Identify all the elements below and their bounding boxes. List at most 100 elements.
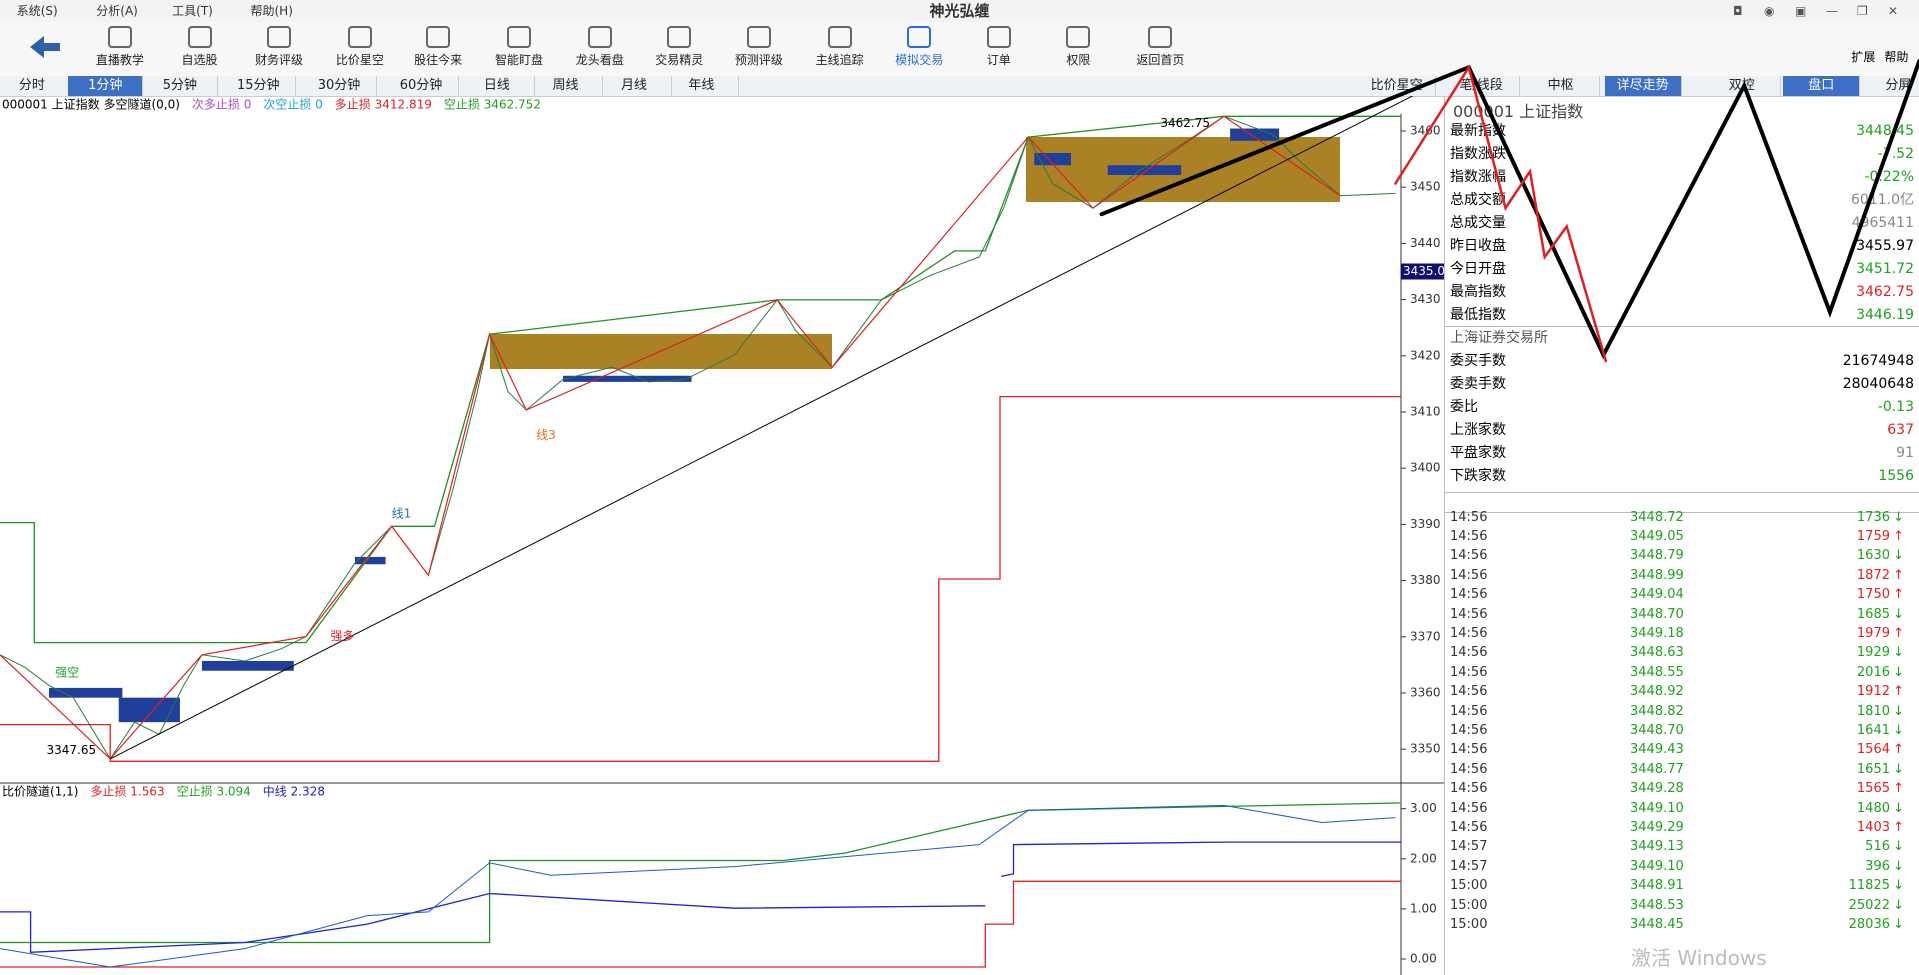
trade-time: 14:56 <box>1450 567 1488 583</box>
trade-time: 14:56 <box>1450 781 1488 797</box>
period-tab[interactable]: 周线 <box>528 76 604 96</box>
period-tab[interactable]: 30分钟 <box>302 76 378 96</box>
chart-header-item: 000001 上证指数 多空隧道(0,0) <box>2 97 180 112</box>
trade-time: 14:56 <box>1450 528 1488 544</box>
trade-price: 3449.10 <box>1630 858 1684 874</box>
toolbar-label: 自选股 <box>181 53 218 67</box>
panel-tab[interactable]: 分屏 <box>1860 76 1919 96</box>
toolbar-button[interactable]: 权限 <box>1040 26 1116 68</box>
trade-row: 14:56 3449.04 1750 ↑ <box>1450 585 1904 604</box>
quote-value: 1556 <box>1878 467 1914 484</box>
toolbar-icon <box>907 26 932 48</box>
sub-long-stop <box>0 880 1402 968</box>
period-tab[interactable]: 15分钟 <box>221 76 297 96</box>
trade-volume: 1759 <box>1856 528 1890 544</box>
watermark: 激活 Windows <box>1631 946 1767 970</box>
back-button[interactable] <box>28 34 62 60</box>
trade-direction: ↓ <box>1893 722 1904 738</box>
toolbar-button[interactable]: 财务评级 <box>241 26 317 68</box>
toolbar-button[interactable]: 订单 <box>961 26 1037 68</box>
trade-volume: 1564 <box>1856 742 1890 758</box>
zone-bar <box>1107 165 1182 176</box>
quote-label: 平盘家数 <box>1450 444 1506 461</box>
trade-volume: 2016 <box>1856 664 1890 680</box>
panel-tab[interactable]: 盘口 <box>1783 76 1861 96</box>
menu-item[interactable]: 分析(A) <box>96 4 138 18</box>
period-tab[interactable]: 1分钟 <box>68 76 144 96</box>
toolbar-right-button[interactable]: 扩展 <box>1851 50 1876 64</box>
window-button[interactable]: — <box>1826 4 1838 18</box>
panel-tab[interactable]: 双控 <box>1704 76 1781 96</box>
period-tab[interactable]: 60分钟 <box>384 76 460 96</box>
trade-direction: ↓ <box>1893 548 1904 564</box>
trade-volume: 1750 <box>1856 587 1890 603</box>
toolbar-button[interactable]: 交易精灵 <box>641 26 717 68</box>
quote-value: 3451.72 <box>1856 260 1914 277</box>
menu-item[interactable]: 系统(S) <box>16 4 58 18</box>
toolbar-button[interactable]: 返回首页 <box>1122 26 1198 68</box>
trade-price: 3449.28 <box>1630 781 1684 797</box>
trade-price: 3448.99 <box>1630 567 1684 583</box>
trade-direction: ↓ <box>1893 839 1904 855</box>
quote-row: 昨日收盘 3455.97 <box>1450 235 1914 258</box>
toolbar-button[interactable]: 股往今来 <box>400 26 476 68</box>
toolbar-button[interactable]: 自选股 <box>162 26 238 68</box>
period-tab[interactable]: 日线 <box>460 76 535 96</box>
toolbar-icon <box>1148 26 1173 48</box>
trade-direction: ↑ <box>1893 625 1904 641</box>
toolbar-button[interactable]: 直播教学 <box>82 26 158 68</box>
trade-price: 3449.18 <box>1630 625 1684 641</box>
toolbar-button[interactable]: 主线追踪 <box>802 26 878 68</box>
quote-label: 昨日收盘 <box>1450 237 1506 254</box>
trade-volume: 1979 <box>1856 625 1890 641</box>
quote-row: 今日开盘 3451.72 <box>1450 258 1914 281</box>
trade-price: 3449.13 <box>1630 839 1684 855</box>
quote-value: 3462.75 <box>1856 283 1914 300</box>
trade-price: 3449.29 <box>1630 819 1684 835</box>
toolbar-label: 权限 <box>1066 53 1091 67</box>
window-button[interactable]: ❐ <box>1857 4 1868 18</box>
trade-price: 3448.55 <box>1630 664 1684 680</box>
panel-tab[interactable]: 比价星空 <box>1359 76 1436 96</box>
toolbar-button[interactable]: 比价星空 <box>322 26 398 68</box>
window-button[interactable]: ▣ <box>1795 4 1807 18</box>
period-tab[interactable]: 分时 <box>0 76 70 96</box>
toolbar-label: 模拟交易 <box>895 53 944 67</box>
window-button[interactable]: ◘ <box>1733 4 1743 18</box>
trade-price: 3448.91 <box>1630 878 1684 894</box>
quote-row: 委卖手数 28040648 <box>1450 373 1914 396</box>
window-button[interactable]: ✕ <box>1888 4 1899 18</box>
period-tab[interactable]: 年线 <box>664 76 740 96</box>
toolbar-button[interactable]: 智能盯盘 <box>481 26 557 68</box>
quote-row: 最低指数 3446.19 <box>1450 304 1914 327</box>
trade-price: 3448.70 <box>1630 606 1684 622</box>
sub-mid-line <box>0 892 986 953</box>
panel-divider <box>1445 511 1919 513</box>
trade-price: 3448.77 <box>1630 761 1684 777</box>
trade-time: 15:00 <box>1450 878 1488 894</box>
menu-item[interactable]: 帮助(H) <box>250 4 293 18</box>
toolbar-right-button[interactable]: 帮助 <box>1884 50 1909 64</box>
trade-row: 14:56 3449.18 1979 ↑ <box>1450 624 1904 643</box>
trade-volume: 1912 <box>1856 684 1890 700</box>
panel-tab[interactable]: 笔/线段 <box>1443 76 1521 96</box>
trade-time: 14:56 <box>1450 587 1488 603</box>
cursor-label: 3435.0 <box>1403 264 1444 278</box>
quote-value: -7.52 <box>1877 145 1914 162</box>
period-tab[interactable]: 月线 <box>597 76 673 96</box>
trade-price: 3449.04 <box>1630 587 1684 603</box>
menu-item[interactable]: 工具(T) <box>172 4 213 18</box>
panel-tab[interactable]: 详尽走势 <box>1604 76 1682 96</box>
toolbar-button[interactable]: 模拟交易 <box>881 26 957 68</box>
chart-header-item: 多止损 3412.819 <box>335 98 432 112</box>
trade-volume: 1651 <box>1856 761 1890 777</box>
period-tab[interactable]: 5分钟 <box>143 76 218 96</box>
toolbar-button[interactable]: 龙头看盘 <box>562 26 638 68</box>
panel-tab[interactable]: 中枢 <box>1523 76 1600 96</box>
toolbar-button[interactable]: 预测评级 <box>721 26 797 68</box>
zone-bar <box>1034 153 1071 166</box>
window-button[interactable]: ◉ <box>1764 4 1775 18</box>
chart-header-item: 空止损 3462.752 <box>444 98 541 112</box>
toolbar-label: 财务评级 <box>255 53 304 67</box>
